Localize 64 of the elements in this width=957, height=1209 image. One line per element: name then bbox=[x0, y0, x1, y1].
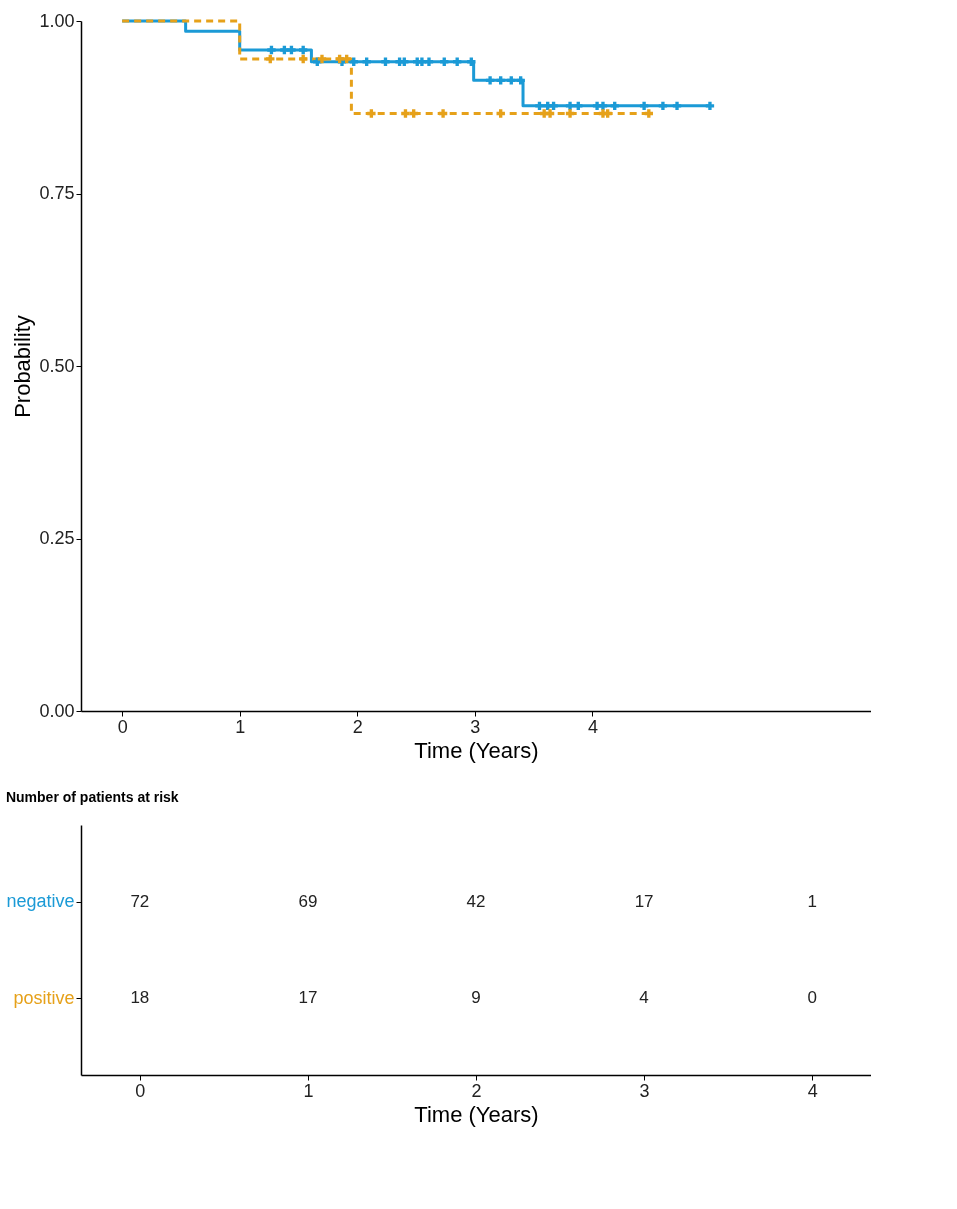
data-label: 72 bbox=[130, 891, 150, 911]
x-tick-label: 1 bbox=[303, 1080, 314, 1101]
x-tick-label: 4 bbox=[587, 716, 598, 737]
x-tick-label: 0 bbox=[135, 1080, 146, 1101]
point bbox=[535, 101, 544, 111]
point bbox=[496, 109, 505, 118]
data-label: 1 bbox=[807, 891, 817, 911]
point bbox=[565, 101, 575, 111]
data-label: 17 bbox=[634, 891, 654, 911]
chart-title: Number of patients at risk bbox=[5, 789, 179, 805]
point bbox=[485, 76, 495, 85]
x-tick-label: 2 bbox=[352, 716, 363, 737]
x-tick-label: 1 bbox=[235, 716, 246, 737]
point bbox=[644, 109, 653, 118]
point bbox=[658, 101, 668, 111]
point bbox=[401, 109, 410, 118]
point bbox=[287, 45, 296, 55]
point bbox=[381, 57, 390, 66]
y-tick-label: 0.00 bbox=[39, 700, 75, 721]
y-tick-label: 0.25 bbox=[39, 528, 75, 548]
y-tick-label: negative bbox=[6, 891, 75, 912]
point bbox=[610, 101, 619, 111]
point bbox=[705, 101, 715, 111]
point bbox=[424, 57, 434, 66]
point bbox=[267, 45, 276, 55]
point bbox=[409, 109, 418, 118]
point bbox=[496, 76, 505, 85]
x-tick-label: 0 bbox=[117, 716, 128, 737]
point bbox=[672, 101, 682, 111]
point bbox=[574, 101, 583, 111]
y-tick-label: 1.00 bbox=[39, 10, 75, 31]
point bbox=[362, 57, 371, 66]
point bbox=[545, 109, 555, 118]
point bbox=[507, 76, 516, 85]
data-label: 4 bbox=[639, 988, 649, 1008]
x-axis-title: Time (Years) bbox=[414, 1101, 539, 1127]
data-label: 9 bbox=[471, 988, 481, 1008]
data-label: 69 bbox=[298, 891, 318, 911]
point bbox=[639, 101, 649, 111]
data-label: 0 bbox=[807, 988, 817, 1008]
y-axis-title: Probability bbox=[10, 315, 36, 418]
point bbox=[603, 109, 612, 118]
x-tick-label: 3 bbox=[639, 1080, 650, 1101]
x-axis-title: Time (Years) bbox=[414, 737, 539, 763]
point bbox=[342, 54, 351, 64]
point bbox=[549, 101, 558, 111]
data-label: 42 bbox=[466, 891, 486, 911]
point bbox=[317, 54, 327, 64]
point bbox=[299, 45, 308, 55]
point bbox=[367, 109, 376, 118]
point bbox=[598, 101, 608, 111]
data-label: 17 bbox=[298, 988, 318, 1008]
y-tick-label: 0.75 bbox=[39, 183, 75, 203]
point bbox=[438, 109, 448, 118]
x-tick-label: 2 bbox=[471, 1080, 482, 1101]
point bbox=[565, 109, 575, 118]
point bbox=[299, 54, 308, 64]
data-label: 18 bbox=[130, 988, 150, 1008]
x-tick-label: 3 bbox=[470, 716, 481, 737]
y-tick-label: positive bbox=[13, 987, 75, 1008]
x-tick-label: 4 bbox=[807, 1080, 818, 1101]
point bbox=[516, 76, 525, 85]
point bbox=[266, 54, 275, 64]
y-tick-label: 0.50 bbox=[39, 355, 75, 376]
